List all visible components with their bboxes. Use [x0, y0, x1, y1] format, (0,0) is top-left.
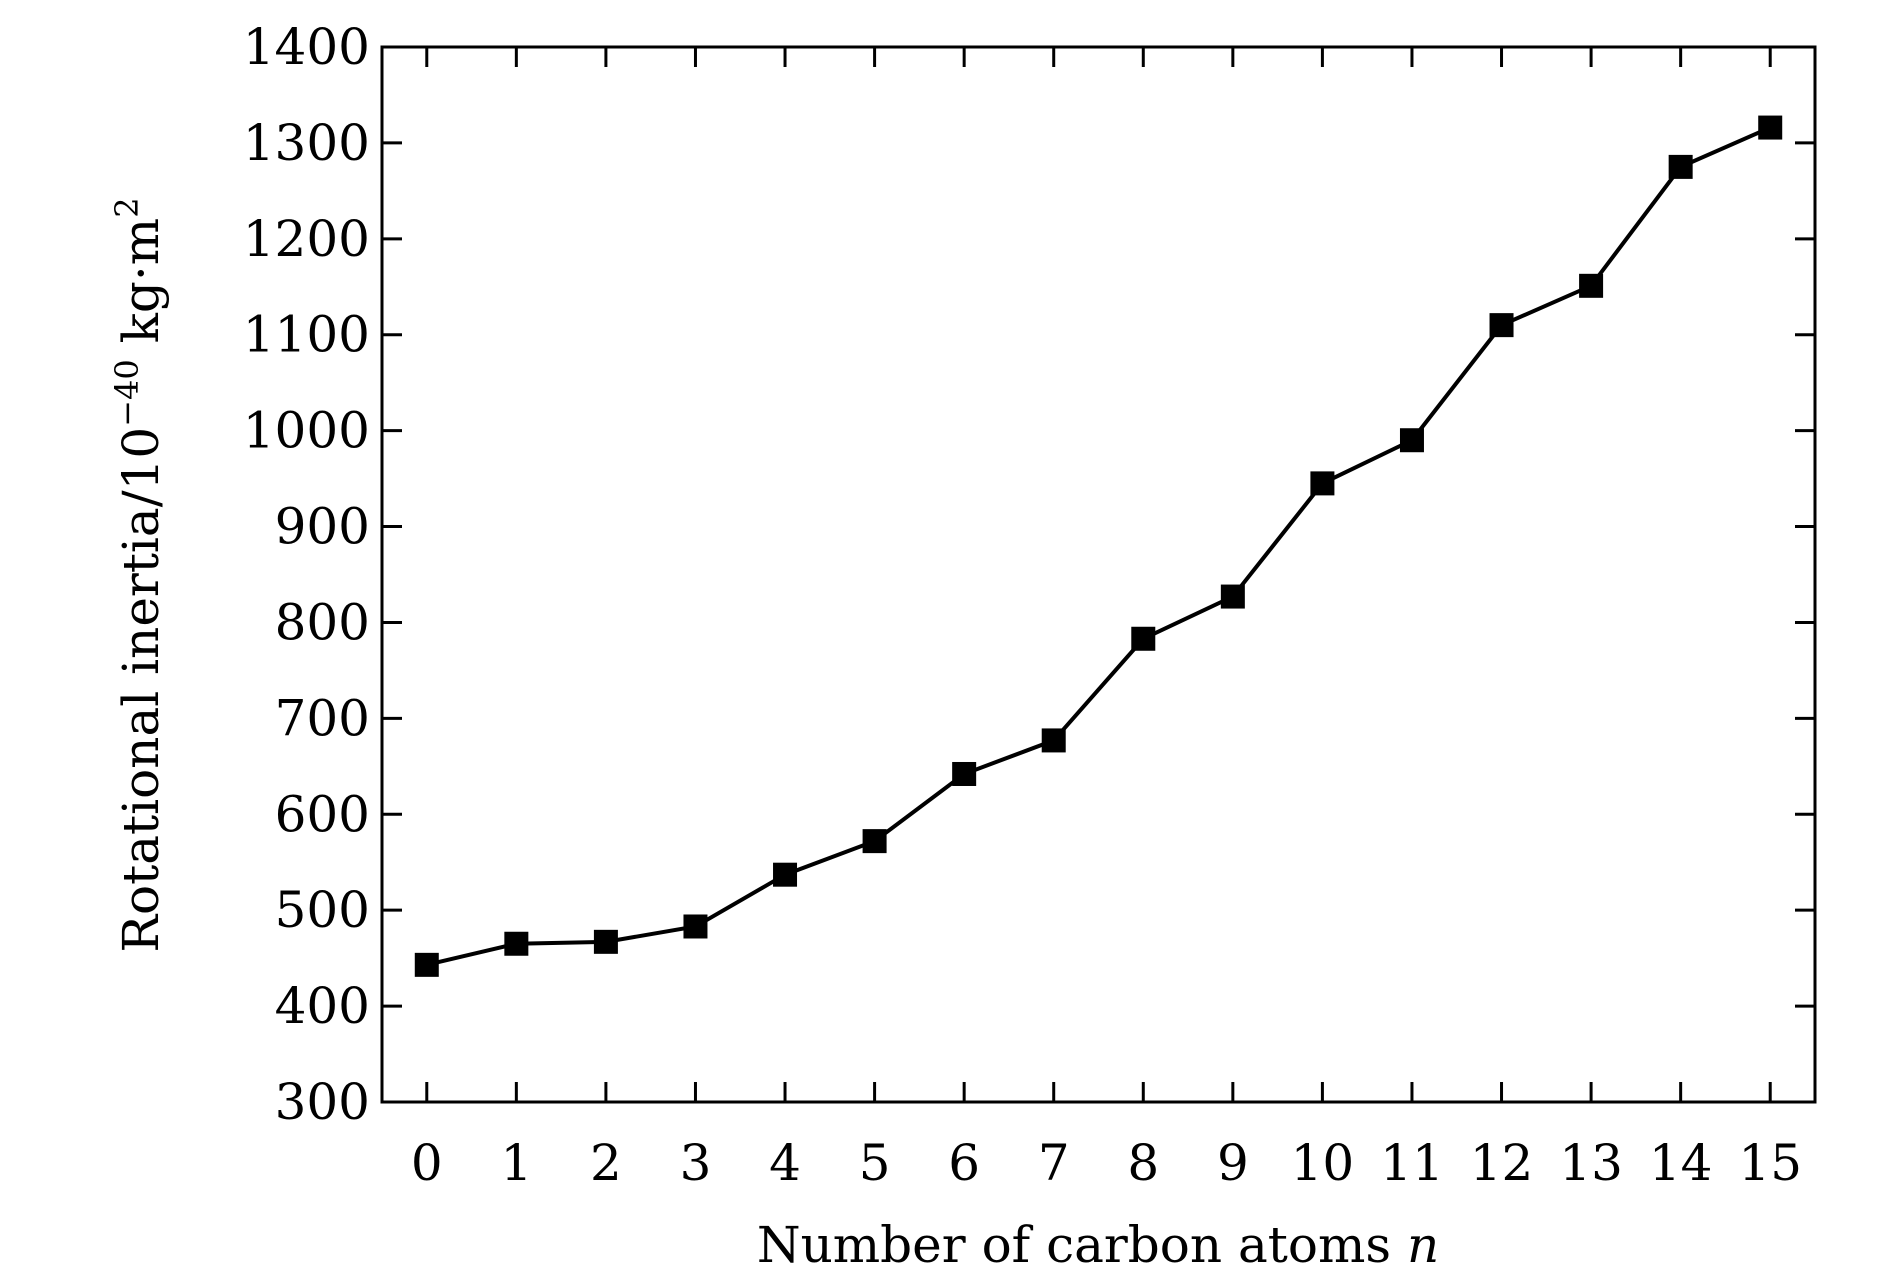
x-tick-label: 11 — [1380, 1134, 1444, 1192]
x-tick-label: 6 — [948, 1134, 980, 1192]
x-tick-label: 3 — [680, 1134, 712, 1192]
y-tick-label: 1000 — [243, 402, 370, 460]
data-point-marker — [1579, 273, 1604, 298]
y-tick-label: 1200 — [243, 210, 370, 268]
series-line — [414, 115, 1783, 977]
x-axis-ticks: 0 1 2 3 4 5 6 7 8 9 10 11 12 13 14 15 — [411, 47, 1802, 1192]
data-point-marker — [1489, 313, 1514, 338]
data-point-marker — [683, 914, 708, 939]
data-point-marker — [952, 761, 977, 786]
x-tick-label: 4 — [769, 1134, 801, 1192]
x-tick-label: 8 — [1127, 1134, 1159, 1192]
x-tick-label: 5 — [859, 1134, 891, 1192]
data-point-marker — [1310, 471, 1335, 496]
y-axis-label-text: Rotational inertia/10 — [112, 427, 170, 953]
y-tick-label: 700 — [275, 689, 370, 747]
x-tick-label: 0 — [411, 1134, 443, 1192]
data-point-marker — [1041, 728, 1066, 753]
y-tick-label: 900 — [275, 498, 370, 556]
x-tick-label: 1 — [500, 1134, 532, 1192]
x-tick-label: 2 — [590, 1134, 622, 1192]
y-tick-label: 1300 — [243, 114, 370, 172]
x-tick-label: 14 — [1649, 1134, 1713, 1192]
x-axis-title: Number of carbon atoms n — [757, 1216, 1439, 1274]
x-axis-label-text: Number of carbon atoms — [757, 1216, 1391, 1274]
x-axis-variable: n — [1407, 1216, 1439, 1274]
data-point-marker — [1131, 626, 1156, 651]
data-point-marker — [773, 862, 798, 887]
x-tick-label: 7 — [1038, 1134, 1070, 1192]
y-axis-ticks: 300 400 500 600 700 800 900 1000 1100 1200 1300 140… — [243, 18, 1815, 1131]
y-tick-label: 800 — [275, 593, 370, 651]
x-tick-label: 9 — [1217, 1134, 1249, 1192]
data-point-marker — [1758, 115, 1783, 140]
data-point-marker — [1220, 584, 1245, 609]
y-axis-label-exponent: −40 — [108, 359, 146, 427]
data-point-marker — [414, 952, 439, 977]
y-tick-label: 600 — [275, 785, 370, 843]
x-tick-label: 15 — [1738, 1134, 1802, 1192]
y-tick-label: 500 — [275, 881, 370, 939]
y-tick-label: 1100 — [243, 306, 370, 364]
series-polyline — [426, 125, 1772, 967]
data-point-marker — [862, 829, 887, 854]
data-point-marker — [593, 929, 618, 954]
y-axis-label-unit: kg·m — [112, 218, 170, 360]
data-point-marker — [1399, 428, 1424, 453]
x-tick-label: 10 — [1291, 1134, 1355, 1192]
data-point-marker — [504, 931, 529, 956]
y-axis-title: Rotational inertia/10−40 kg·m2 — [108, 197, 170, 952]
x-tick-label: 12 — [1470, 1134, 1534, 1192]
y-tick-label: 400 — [275, 977, 370, 1035]
plot-frame — [380, 45, 1817, 1104]
y-tick-label: 1400 — [243, 18, 370, 76]
y-tick-label: 300 — [275, 1073, 370, 1131]
y-axis-label-unit-exponent: 2 — [108, 197, 146, 217]
x-tick-label: 13 — [1559, 1134, 1623, 1192]
data-point-marker — [1668, 154, 1693, 179]
